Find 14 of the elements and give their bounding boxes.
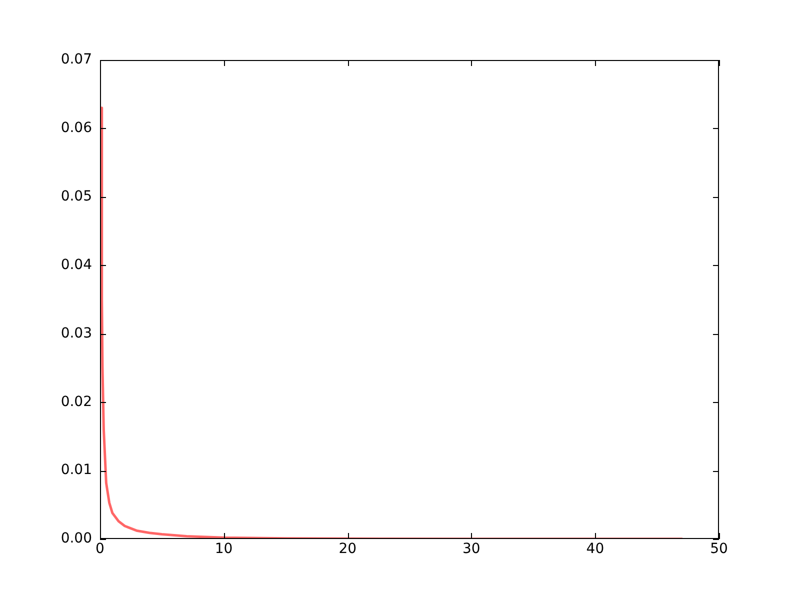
x-tick-label: 0 [96, 541, 104, 558]
y-tick-label: 0.07 [60, 52, 92, 68]
x-tick-label: 40 [586, 541, 604, 558]
y-tick-label: 0.06 [60, 120, 92, 136]
y-tick-label: 0.01 [60, 462, 92, 478]
x-tick-label: 50 [710, 541, 728, 558]
y-tick-label: 0.00 [60, 530, 92, 547]
x-tick-label: 30 [462, 541, 480, 558]
x-tick-label: 20 [338, 541, 357, 558]
x-tick-label: 10 [214, 541, 233, 558]
y-tick-label: 0.04 [60, 256, 92, 273]
y-tick-label: 0.03 [60, 325, 92, 342]
y-tick-label: 0.05 [60, 188, 92, 204]
y-tick-label: 0.02 [60, 394, 92, 410]
